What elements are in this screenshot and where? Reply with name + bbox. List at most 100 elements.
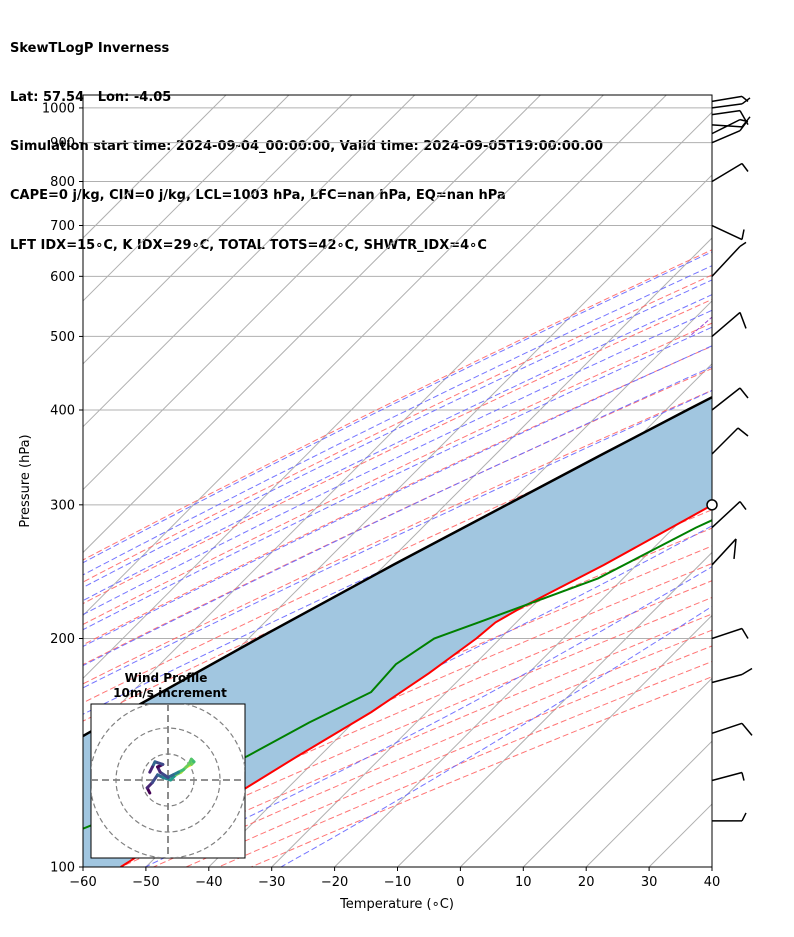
isotherm-line [711, 866, 712, 867]
x-tick-label: −60 [69, 875, 96, 890]
y-tick-label: 1000 [42, 101, 75, 116]
dry-adiabat [83, 527, 712, 808]
parcel-line [83, 395, 712, 738]
wind-barb-flag [739, 110, 749, 125]
wind-barb-staff [711, 109, 741, 116]
wind-barb-flag [741, 812, 747, 822]
hodograph-title: Wind Profile [125, 671, 208, 685]
isotherm-line [83, 95, 353, 365]
x-tick-label: 0 [456, 875, 464, 890]
isotherm-line [397, 551, 712, 867]
hodograph-subtitle: 10m/s increment [113, 686, 227, 700]
wind-barb-flag [739, 387, 749, 399]
moist-adiabat [83, 525, 712, 836]
x-tick-label: −10 [384, 875, 411, 890]
mixing-ratio-line [772, 95, 794, 336]
wind-barb-staff [711, 245, 741, 277]
indices-line-1: CAPE=0 j/kg, CIN=0 j/kg, LCL=1003 hPa, L… [10, 188, 506, 204]
y-tick-label: 700 [50, 219, 75, 234]
isotherm-line [83, 95, 227, 239]
wind-barb-staff [711, 387, 741, 411]
isotherm-line [83, 95, 478, 491]
x-tick-label: 20 [578, 875, 595, 890]
x-axis-label: Temperature (∘C) [339, 897, 454, 912]
wind-barb-flag [741, 722, 753, 736]
wind-barb-staff [711, 771, 743, 782]
temperature-line [120, 503, 712, 867]
isotherm-line [83, 95, 416, 428]
hodograph-segment [148, 765, 154, 774]
isotherm-line [775, 95, 794, 867]
isotherm-line [83, 95, 290, 302]
x-tick-label: −40 [195, 875, 222, 890]
wind-barb-flag [733, 538, 737, 560]
x-tick-label: 10 [515, 875, 532, 890]
calm-wind-circle [706, 499, 718, 511]
y-tick-label: 200 [50, 632, 75, 647]
dry-adiabat [83, 545, 712, 824]
wind-barb-flag [737, 427, 749, 437]
moist-adiabat [83, 366, 712, 667]
mixing-ratio-line [689, 316, 712, 337]
wind-barb-flag [739, 122, 747, 132]
y-tick-label: 900 [50, 136, 75, 151]
wind-barb-staff [711, 311, 741, 338]
moist-adiabat [83, 279, 712, 589]
wind-barb-flag [739, 312, 747, 329]
moist-adiabat [83, 265, 712, 576]
hodograph-segment [158, 770, 170, 779]
isotherm-line [460, 614, 712, 867]
wind-barb-staff [711, 103, 743, 109]
y-tick-label: 800 [50, 175, 75, 190]
wind-barb-staff [711, 722, 743, 735]
wind-barb-staff [711, 538, 737, 566]
wind-barb-flag [741, 229, 745, 240]
wind-barb-staff [711, 673, 743, 684]
dry-adiabat [251, 676, 712, 867]
dewpoint-line [83, 519, 712, 830]
dry-adiabat [83, 410, 712, 704]
moist-adiabat [83, 345, 712, 648]
wind-barb-flag [741, 163, 749, 172]
moist-adiabat [83, 251, 712, 564]
moist-adiabat [83, 326, 712, 631]
moist-adiabat [83, 389, 712, 689]
wind-barb-staff [711, 427, 739, 455]
y-tick-label: 600 [50, 270, 75, 285]
x-tick-label: −50 [132, 875, 159, 890]
wind-barb-staff [711, 627, 743, 640]
wind-barb-staff [711, 95, 743, 103]
x-tick-label: −30 [258, 875, 285, 890]
wind-barb-staff [711, 118, 741, 135]
isotherm-line [334, 488, 712, 867]
x-tick-label: 40 [704, 875, 721, 890]
isotherm-line [522, 677, 712, 867]
y-tick-label: 400 [50, 403, 75, 418]
wind-barb-staff [711, 224, 743, 241]
wind-barb-flag [739, 241, 747, 247]
y-tick-label: 500 [50, 330, 75, 345]
wind-barb-flag [741, 628, 749, 639]
wind-barb-staff [711, 129, 741, 144]
location-line: Lat: 57.54 Lon: -4.05 [10, 90, 172, 106]
wind-barb-flag [739, 118, 749, 123]
moist-adiabat [280, 605, 712, 867]
x-tick-label: −20 [321, 875, 348, 890]
y-axis-label: Pressure (hPa) [18, 434, 33, 527]
isotherm-line [83, 95, 541, 554]
dry-adiabat [83, 367, 712, 666]
wind-barb-staff [711, 162, 743, 183]
moist-adiabat [83, 294, 712, 602]
wind-barb-flag [739, 501, 747, 511]
dry-adiabat [83, 389, 712, 685]
isotherm-line [83, 95, 604, 617]
wind-barb-flag [741, 772, 745, 781]
hodograph-segment [150, 773, 160, 785]
wind-barb-flag [741, 97, 751, 105]
x-tick-label: 30 [641, 875, 658, 890]
y-tick-label: 100 [50, 861, 75, 876]
wind-barb-flag [741, 667, 753, 676]
dry-adiabat [83, 274, 712, 583]
wind-barb-staff [711, 501, 741, 529]
